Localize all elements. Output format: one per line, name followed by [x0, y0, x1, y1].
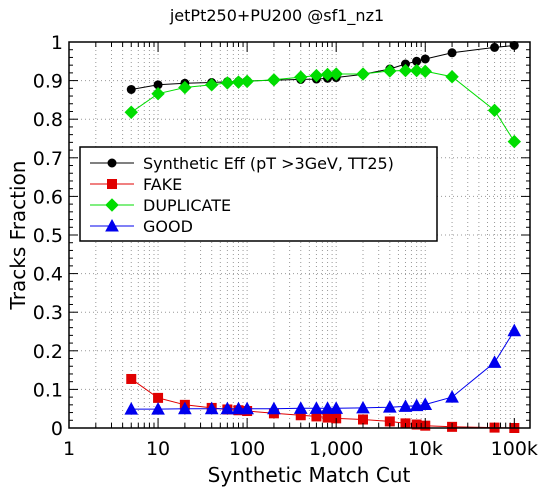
data-point: [240, 74, 254, 89]
legend-label: DUPLICATE: [143, 196, 231, 215]
data-point: [220, 401, 235, 415]
data-point: [445, 390, 459, 403]
data-point: [445, 70, 459, 84]
data-point: [329, 67, 343, 81]
data-point: [356, 400, 370, 414]
data-point: [358, 414, 369, 425]
legend: Synthetic Eff (pT >3GeV, TT25) FAKE DUPLIC…: [79, 146, 438, 242]
legend-label: Synthetic Eff (pT >3GeV, TT25): [143, 154, 394, 173]
x-axis-title: Synthetic Match Cut: [208, 463, 411, 487]
y-tick-label: 0.2: [33, 341, 63, 363]
y-tick-label: 0.8: [33, 109, 63, 131]
legend-label: FAKE: [143, 175, 182, 194]
data-point: [153, 392, 164, 403]
data-point: [151, 87, 165, 101]
data-point: [220, 76, 235, 90]
y-tick-label: 0.5: [33, 225, 63, 247]
data-point: [398, 63, 413, 78]
data-point: [487, 355, 502, 368]
x-tick-label: 1,000: [309, 438, 363, 460]
data-point: [322, 412, 333, 423]
y-axis-title: Tracks Fraction: [6, 161, 30, 311]
legend-box: [79, 146, 438, 242]
data-point: [204, 78, 219, 92]
data-point: [420, 54, 430, 64]
data-point: [356, 67, 370, 81]
tick-labels: 0 0.1 0.2 0.3 0.4 0.5 0.6 0.7 0.8 0.9 1 1 10 100 1,000…: [33, 32, 538, 460]
data-point: [507, 134, 522, 149]
ticks: [68, 41, 530, 429]
data-point: [178, 80, 192, 95]
y-tick-label: 0.1: [33, 379, 63, 401]
data-point: [309, 68, 324, 83]
data-point: [507, 323, 522, 337]
data-point: [267, 73, 281, 87]
data-point: [398, 399, 413, 412]
legend-swatch-marker: [107, 179, 117, 189]
data-point: [124, 105, 138, 119]
data-point: [293, 401, 308, 414]
x-tick-label: 10: [146, 438, 170, 460]
x-tick-label: 100k: [491, 438, 538, 460]
data-point: [447, 48, 457, 58]
data-point: [320, 401, 335, 414]
legend-swatch-marker: [105, 198, 119, 212]
data-point: [487, 103, 502, 118]
y-tick-label: 0.4: [33, 264, 63, 286]
series-diamond: [124, 63, 522, 149]
data-point: [383, 64, 397, 78]
data-point: [382, 400, 397, 413]
data-point: [231, 401, 246, 415]
data-point: [126, 84, 136, 94]
data-point: [126, 373, 137, 384]
data-point: [204, 401, 219, 415]
data-point: [418, 64, 432, 79]
x-tick-label: 10k: [408, 438, 443, 460]
data-point: [294, 70, 308, 84]
chart-title: jetPt250+PU200 @sf1_nz1: [169, 6, 384, 26]
data-point: [267, 401, 281, 415]
y-tick-label: 0.6: [33, 186, 63, 208]
data-point: [329, 401, 344, 414]
data-point: [151, 402, 165, 415]
data-point: [240, 401, 254, 415]
legend-label: GOOD: [143, 217, 193, 236]
data-point: [309, 401, 324, 414]
legend-swatch-marker: [105, 218, 119, 232]
y-tick-label: 0.9: [33, 71, 63, 93]
series-triangle: [124, 323, 522, 415]
data-point: [124, 402, 139, 415]
data-point: [409, 63, 424, 78]
x-tick-label: 1: [63, 438, 75, 460]
x-tick-label: 100: [229, 438, 265, 460]
y-tick-label: 0: [51, 418, 63, 440]
y-tick-label: 1: [51, 32, 63, 54]
data-point: [178, 401, 192, 415]
y-tick-label: 0.3: [33, 302, 63, 324]
data-point: [418, 397, 433, 410]
y-tick-label: 0.7: [33, 148, 63, 170]
legend-swatch-marker: [107, 158, 117, 168]
